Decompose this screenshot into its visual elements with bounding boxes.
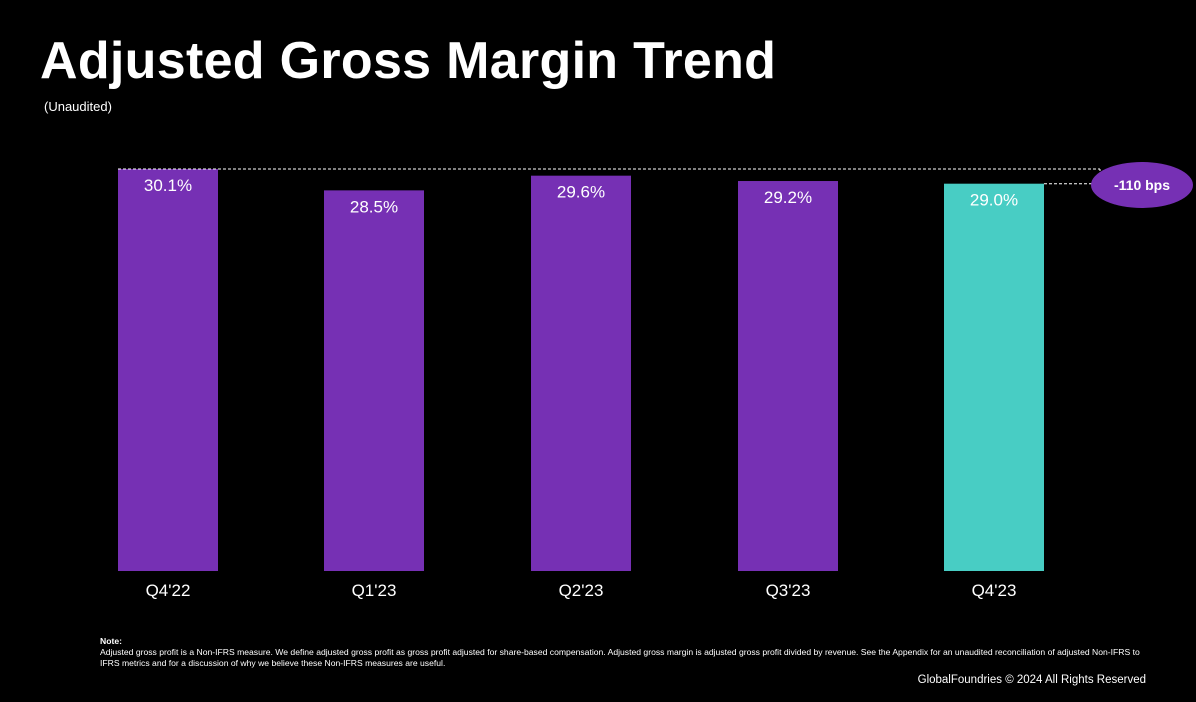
footnote: Note: Adjusted gross profit is a Non-IFR… [100,636,1150,669]
page-subtitle: (Unaudited) [44,99,112,114]
category-label-q4-23: Q4'23 [972,581,1017,600]
value-label-q2-23: 29.6% [557,183,605,202]
bars-layer [118,169,1044,571]
copyright-footer: GlobalFoundries © 2024 All Rights Reserv… [917,674,1146,686]
bar-q1-23 [324,190,424,571]
page-title: Adjusted Gross Margin Trend [40,32,777,90]
note-heading: Note: [100,636,122,646]
bar-q4-22 [118,169,218,571]
bar-q2-23 [531,175,631,571]
labels-layer: 30.1% Q4'22 28.5% Q1'23 29.6% Q2'23 29.2% Q3'23… [144,176,1018,600]
bar-q4-23 [944,183,1044,571]
category-label-q4-22: Q4'22 [146,581,191,600]
bps-annotation: -110 bps [118,162,1193,208]
value-label-q4-22: 30.1% [144,176,192,195]
category-label-q2-23: Q2'23 [559,581,604,600]
bps-callout-bubble [1091,162,1193,208]
category-label-q3-23: Q3'23 [766,581,811,600]
bps-callout-text: -110 bps [1114,177,1170,193]
bar-q3-23 [738,181,838,571]
value-label-q1-23: 28.5% [350,197,398,216]
category-label-q1-23: Q1'23 [352,581,397,600]
value-label-q3-23: 29.2% [764,188,812,207]
value-label-q4-23: 29.0% [970,191,1018,210]
note-text: Adjusted gross profit is a Non-IFRS meas… [100,647,1140,668]
